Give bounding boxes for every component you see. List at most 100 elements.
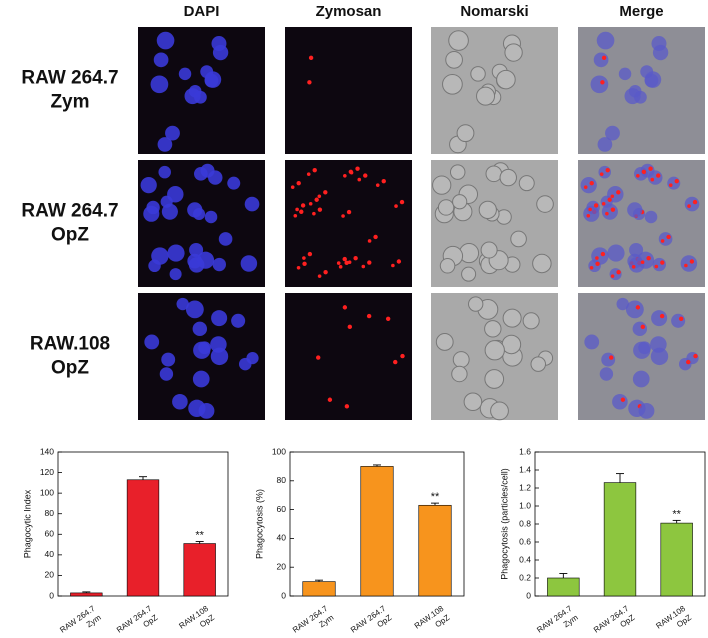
bar: [183, 543, 216, 597]
nucleus: [671, 313, 686, 328]
y-tick-label: 40: [277, 533, 287, 543]
cell-outline: [470, 66, 486, 82]
particle: [689, 259, 695, 264]
cell-outline: [510, 230, 527, 248]
bar: [360, 466, 394, 597]
cell-outline: [490, 401, 509, 421]
particle: [648, 166, 653, 171]
cell-outline: [468, 296, 484, 312]
particle: [656, 173, 661, 178]
cell-outline: [485, 165, 503, 183]
particle: [373, 234, 378, 240]
particle: [635, 305, 641, 310]
nucleus: [633, 341, 651, 359]
particle: [601, 201, 606, 206]
particle: [616, 269, 621, 275]
particle: [342, 305, 348, 310]
cell-outline: [504, 43, 523, 62]
nucleus: [618, 67, 632, 81]
particle: [400, 353, 405, 359]
nucleus: [632, 370, 650, 388]
nucleus: [588, 259, 601, 273]
particle: [308, 201, 313, 206]
cell-outline: [484, 369, 505, 389]
particle: [307, 80, 312, 85]
particle: [687, 204, 691, 208]
column-header: Zymosan: [316, 3, 382, 20]
nucleus: [192, 370, 210, 388]
nucleus: [580, 177, 597, 194]
cell-outline: [522, 312, 540, 330]
nucleus: [678, 357, 692, 371]
nucleus: [185, 300, 204, 319]
particle: [589, 265, 594, 270]
nucleus: [680, 255, 698, 272]
particle: [616, 190, 621, 195]
particle: [640, 260, 645, 265]
particle: [323, 269, 328, 275]
micrograph: [285, 293, 412, 420]
particle: [302, 256, 306, 260]
cell-outline: [452, 351, 470, 369]
cell-outline: [437, 199, 455, 216]
particle: [600, 251, 606, 257]
cell-outline: [451, 365, 468, 383]
particle: [601, 55, 607, 61]
cell-outline: [445, 50, 463, 69]
nucleus: [652, 44, 669, 61]
cell-outline: [499, 168, 517, 187]
y-tick-label: 80: [45, 508, 55, 518]
particle: [659, 313, 665, 319]
particle: [636, 173, 640, 178]
particle: [394, 204, 398, 208]
particle: [323, 190, 328, 195]
nucleus: [240, 255, 258, 272]
y-tick-label: 120: [40, 467, 54, 477]
y-tick-label: 140: [40, 446, 54, 456]
particle: [317, 274, 322, 278]
particle: [293, 213, 298, 218]
nucleus: [607, 244, 625, 262]
y-axis-label: Phagocytic Index: [22, 489, 32, 558]
column-header: Nomarski: [460, 3, 528, 20]
cell-outline: [532, 253, 552, 274]
particle: [605, 167, 610, 173]
particle: [583, 185, 588, 189]
particle: [660, 260, 665, 265]
particle: [344, 260, 349, 266]
particle: [586, 213, 591, 218]
nucleus: [212, 257, 226, 272]
particle: [595, 261, 600, 266]
particle: [306, 172, 311, 176]
y-tick-label: 40: [45, 549, 55, 559]
nucleus: [616, 297, 629, 311]
nucleus: [593, 52, 609, 68]
particle: [312, 211, 316, 216]
particle: [367, 239, 372, 243]
bar: [126, 479, 160, 597]
row-label: RAW 264.7: [21, 201, 118, 222]
nucleus: [193, 166, 208, 181]
particle: [385, 316, 391, 322]
particle: [693, 353, 698, 359]
particle: [674, 178, 679, 184]
y-tick-label: 80: [277, 475, 287, 485]
particle: [336, 261, 341, 265]
particle: [342, 256, 347, 262]
particle: [631, 265, 636, 269]
particle: [338, 265, 343, 269]
particle: [341, 214, 345, 218]
particle: [588, 207, 592, 212]
nucleus: [231, 313, 246, 328]
particle: [393, 359, 398, 365]
nucleus: [624, 88, 641, 105]
nucleus: [629, 242, 644, 258]
nucleus: [633, 166, 648, 181]
nucleus: [204, 71, 222, 88]
particle: [346, 209, 352, 215]
particle: [668, 183, 673, 187]
cell-outline: [484, 320, 502, 338]
particle: [595, 256, 599, 260]
cell-outline: [480, 241, 498, 259]
bar: [418, 504, 452, 597]
